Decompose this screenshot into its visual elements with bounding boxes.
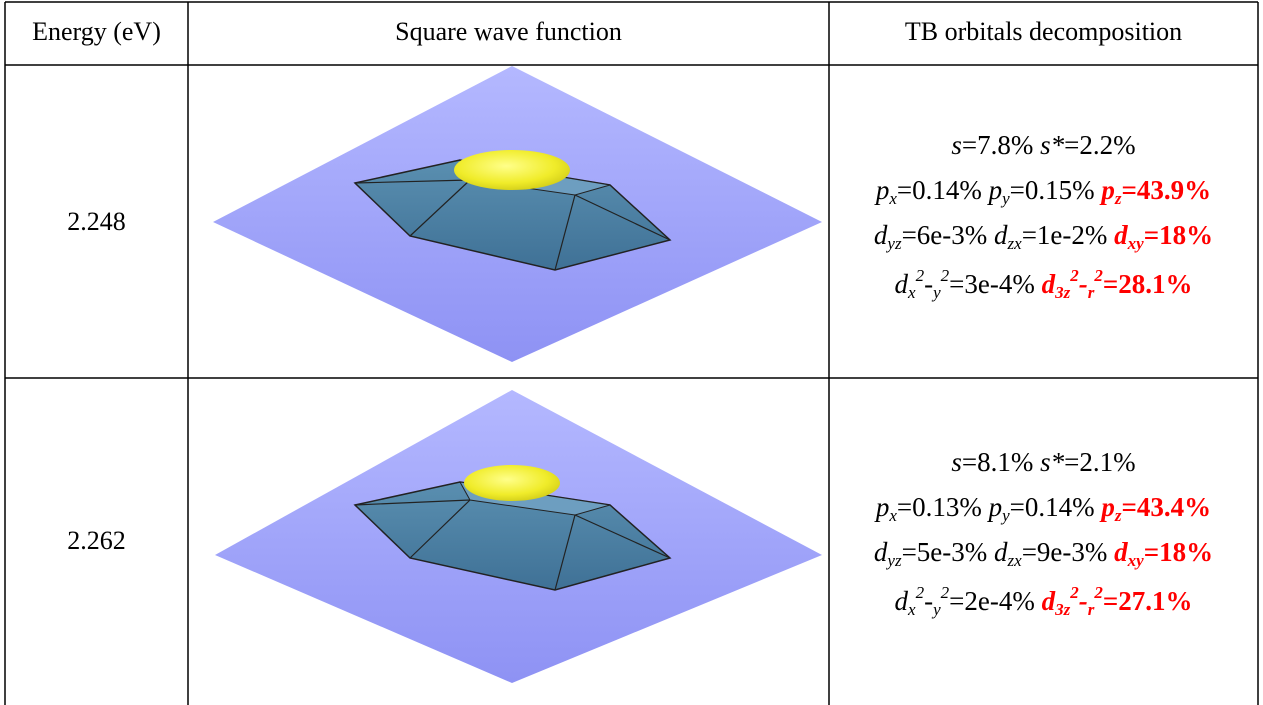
orbital-line: px=0.13% py=0.14% pz=43.4% xyxy=(829,492,1258,526)
orbital-text: p xyxy=(1101,175,1115,205)
orbital-text: d xyxy=(994,537,1008,567)
orbital-text: =28.1% xyxy=(1102,269,1193,299)
orbital-text: =2e-4% xyxy=(949,586,1042,616)
orbital-text: x xyxy=(889,189,897,208)
orbital-text: zx xyxy=(1007,234,1022,253)
orbital-text: x xyxy=(908,283,916,302)
orbital-text: 2 xyxy=(915,583,925,602)
orbital-text: d xyxy=(994,220,1008,250)
orbital-text: s xyxy=(951,447,962,477)
orbital-text: d xyxy=(894,269,909,299)
orbital-text: d xyxy=(1041,586,1056,616)
orbital-line: px=0.14% py=0.15% pz=43.9% xyxy=(829,175,1258,209)
orbital-text: =43.4% xyxy=(1121,492,1212,522)
orbital-text: d xyxy=(1114,220,1128,250)
orbital-text: xy xyxy=(1127,234,1144,253)
energy-value: 2.248 xyxy=(67,207,126,236)
orbital-text: p xyxy=(875,492,890,522)
orbital-text: y xyxy=(1002,506,1010,525)
orbital-line: dyz=5e-3% dzx=9e-3% dxy=18% xyxy=(829,537,1258,571)
orbital-text: - xyxy=(924,586,934,616)
orbital-text: 2 xyxy=(940,583,950,602)
orbital-text: z xyxy=(1114,506,1122,525)
orbital-text: 3z xyxy=(1055,283,1071,302)
orbital-text: =0.15% xyxy=(1009,175,1102,205)
orbital-text: d xyxy=(894,586,909,616)
orbital-text: p xyxy=(1101,492,1115,522)
orbital-text: 2 xyxy=(940,266,950,285)
orbital-line: s=8.1% s*=2.1% xyxy=(829,447,1258,478)
orbital-text: =18% xyxy=(1143,220,1214,250)
orbital-text: p xyxy=(988,492,1003,522)
orbital-text: r xyxy=(1087,600,1095,619)
column-header: Square wave function xyxy=(395,17,622,46)
orbital-text: 3z xyxy=(1055,600,1071,619)
orbital-text: d xyxy=(1114,537,1128,567)
orbital-text: =1e-2% xyxy=(1021,220,1115,250)
orbital-text: =3e-4% xyxy=(949,269,1042,299)
orbital-line: s=7.8% s*=2.2% xyxy=(829,130,1258,161)
orbital-line: dx2-y2=2e-4% d3z2-r2=27.1% xyxy=(829,583,1258,620)
orbital-text: =0.14% xyxy=(1009,492,1102,522)
orbital-text: =2.2% xyxy=(1064,130,1136,160)
orbital-text: =0.14% xyxy=(896,175,989,205)
orbital-text: s* xyxy=(1040,447,1065,477)
orbital-text: =2.1% xyxy=(1064,447,1136,477)
orbital-text: x xyxy=(889,506,897,525)
orbital-text: =6e-3% xyxy=(901,220,995,250)
column-header: TB orbitals decomposition xyxy=(904,17,1183,46)
orbital-text: =18% xyxy=(1143,537,1214,567)
orbital-text: 2 xyxy=(915,266,925,285)
orbital-text: yz xyxy=(887,551,902,570)
orbital-text: x xyxy=(908,600,916,619)
orbital-text: =5e-3% xyxy=(901,537,995,567)
orbital-text: =43.9% xyxy=(1121,175,1212,205)
wave-function-image xyxy=(213,66,822,362)
orbital-text: z xyxy=(1114,189,1122,208)
orbital-text: y xyxy=(933,283,941,302)
orbital-text: =7.8% xyxy=(961,130,1041,160)
orbital-text: y xyxy=(933,600,941,619)
orbital-text: =8.1% xyxy=(961,447,1041,477)
orbital-text: =27.1% xyxy=(1102,586,1193,616)
column-header: Energy (eV) xyxy=(32,17,161,46)
orbital-text: =0.13% xyxy=(896,492,989,522)
orbital-text: s* xyxy=(1040,130,1065,160)
grid-lines xyxy=(4,1,1259,705)
orbital-text: 2 xyxy=(1070,583,1079,602)
orbital-text: - xyxy=(1078,269,1088,299)
orbital-text: 2 xyxy=(1070,266,1079,285)
orbital-text: =9e-3% xyxy=(1021,537,1115,567)
orbital-text: d xyxy=(873,220,888,250)
orbital-text: - xyxy=(1078,586,1088,616)
energy-value: 2.262 xyxy=(67,526,126,555)
orbital-text: y xyxy=(1002,189,1010,208)
orbital-text: zx xyxy=(1007,551,1022,570)
orbital-text: s xyxy=(951,130,962,160)
orbital-text: d xyxy=(873,537,888,567)
orbital-text: p xyxy=(875,175,890,205)
orbital-text: r xyxy=(1087,283,1095,302)
orbital-text: - xyxy=(924,269,934,299)
orbital-text: p xyxy=(988,175,1003,205)
orbital-text: xy xyxy=(1127,551,1144,570)
wave-function-image xyxy=(215,390,822,683)
orbital-line: dx2-y2=3e-4% d3z2-r2=28.1% xyxy=(829,266,1258,303)
orbital-text: 2 xyxy=(1094,266,1103,285)
orbital-text: d xyxy=(1041,269,1056,299)
orbital-text: yz xyxy=(887,234,902,253)
orbital-text: 2 xyxy=(1094,583,1103,602)
orbital-line: dyz=6e-3% dzx=1e-2% dxy=18% xyxy=(829,220,1258,254)
